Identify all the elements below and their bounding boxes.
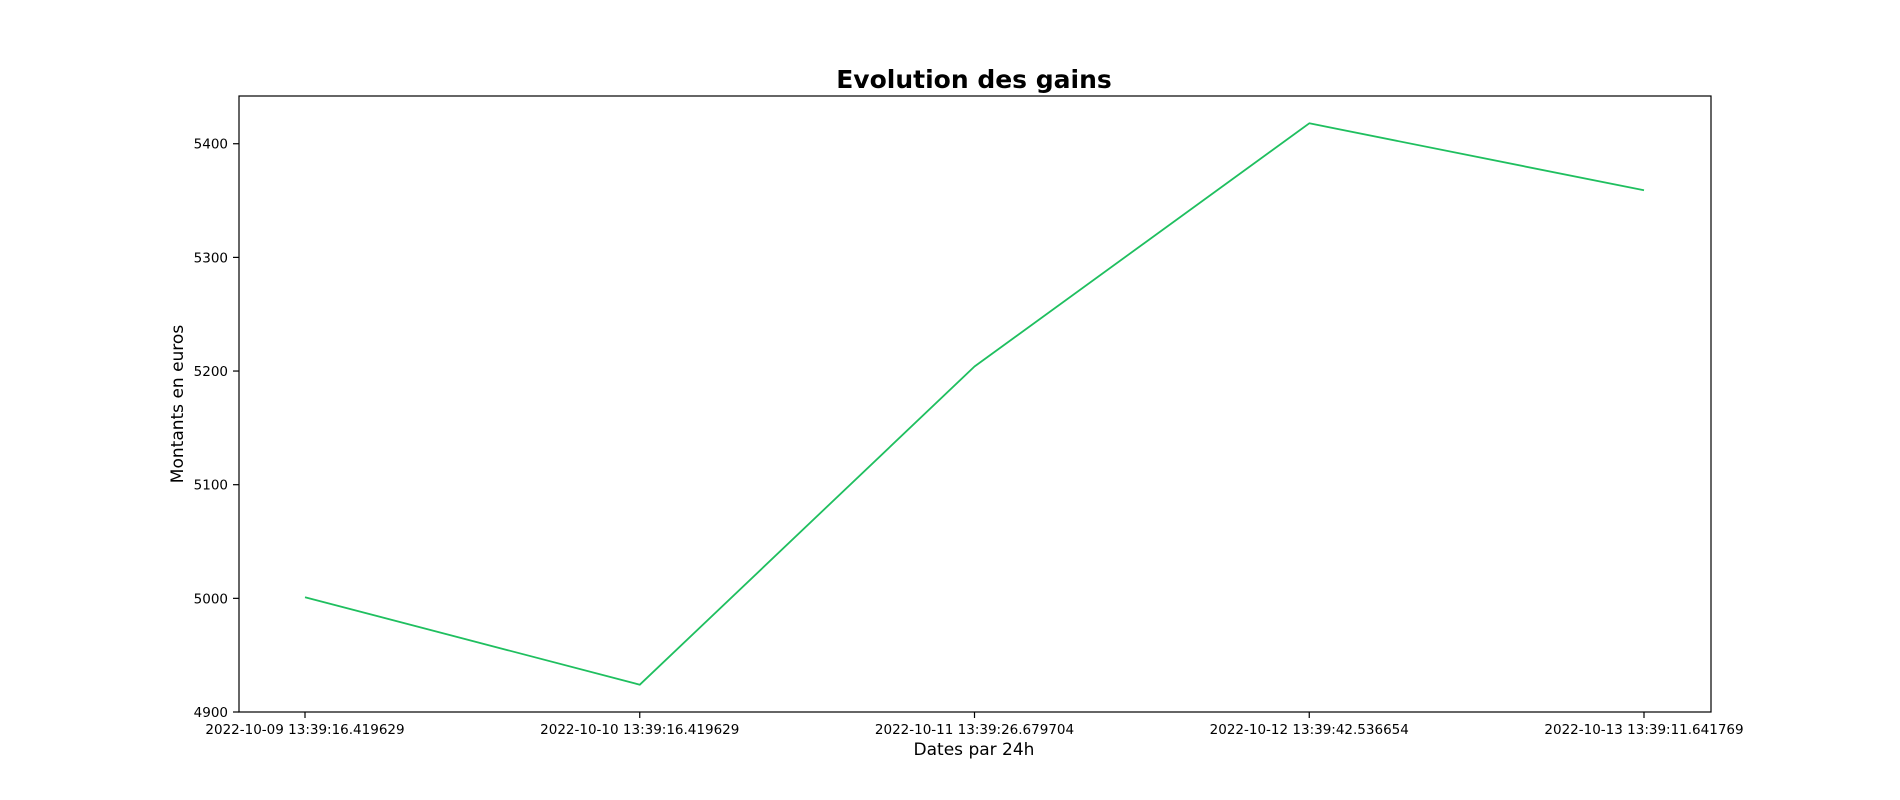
y-tick-label: 4900 [194,705,228,721]
y-tick-label: 5100 [194,478,228,494]
y-tick-label: 5400 [194,137,228,153]
y-axis: 4900 5000 5100 5200 5300 5400 [194,137,239,721]
series-layer [304,122,1645,686]
y-axis-label: Montants en euros [168,325,188,484]
x-tick-label: 2022-10-11 13:39:26.679704 [875,722,1074,738]
plot-area-frame [238,95,1712,713]
y-tick-label: 5300 [194,250,228,266]
series-line [304,122,1645,686]
x-tick-label: 2022-10-12 13:39:42.536654 [1210,722,1409,738]
x-axis: 2022-10-09 13:39:16.419629 2022-10-10 13:… [205,712,1744,738]
y-tick-label: 5000 [194,591,228,607]
x-tick-label: 2022-10-13 13:39:11.641769 [1544,722,1743,738]
chart-title: Evolution des gains [836,65,1112,94]
x-tick-label: 2022-10-10 13:39:16.419629 [540,722,739,738]
y-tick-label: 5200 [194,364,228,380]
x-axis-label: Dates par 24h [914,740,1035,760]
x-tick-label: 2022-10-09 13:39:16.419629 [205,722,404,738]
